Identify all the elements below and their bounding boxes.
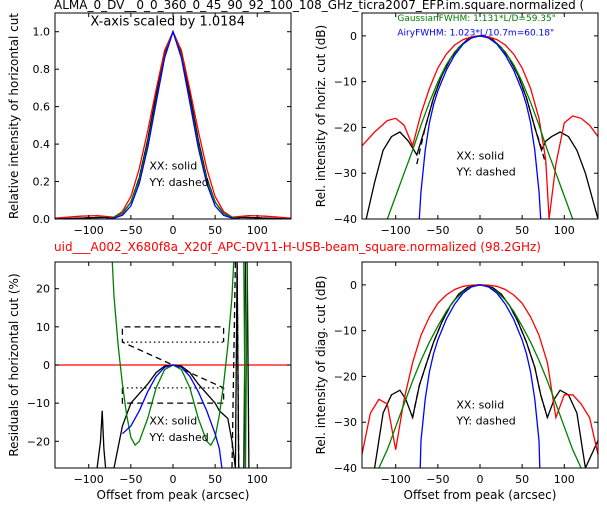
y-axis-label: Rel. intensity of diag. cut (dB) (314, 276, 328, 455)
x-tick-label: −50 (426, 224, 449, 237)
y-tick-label: 20 (36, 283, 50, 296)
y-axis-label: Relative intensity of horizontal cut (7, 13, 21, 219)
x-tick-label: −100 (381, 473, 411, 486)
series-line-1 (55, 29, 291, 219)
y-tick-label: −30 (334, 416, 357, 429)
x-tick-label: −50 (426, 473, 449, 486)
series-line-3 (386, 35, 574, 219)
x-tick-label: −50 (119, 224, 142, 237)
x-tick-label: −50 (119, 473, 142, 486)
y-tick-label: 0.8 (33, 63, 51, 76)
y-axis-label: Rel. intensity of horiz. cut (dB) (314, 25, 328, 207)
y-tick-label: 0 (350, 279, 357, 292)
y-tick-label: 0.6 (33, 101, 51, 114)
x-tick-label: 0 (170, 473, 177, 486)
x-tick-label: 100 (554, 224, 575, 237)
series-line-4 (55, 29, 291, 219)
series-line-3 (121, 326, 225, 404)
annotation: YY: dashed (455, 415, 515, 428)
y-tick-label: 0.4 (33, 138, 51, 151)
x-tick-label: −100 (74, 224, 104, 237)
y-tick-label: −20 (334, 370, 357, 383)
x-tick-label: 100 (247, 224, 268, 237)
series-line-4 (419, 284, 541, 468)
x-tick-label: 0 (477, 473, 484, 486)
series-group (55, 29, 291, 219)
plot-frame (361, 12, 599, 220)
series-group (362, 35, 598, 219)
annotation: XX: solid (456, 149, 504, 162)
x-tick-label: 50 (208, 473, 222, 486)
series-line-0 (55, 29, 291, 219)
series-line-1 (416, 35, 547, 165)
annotation: XX: solid (149, 160, 197, 173)
y-tick-label: −20 (27, 435, 50, 448)
x-tick-label: 0 (477, 224, 484, 237)
y-tick-label: 0.0 (33, 213, 51, 226)
series-line-9 (121, 364, 223, 468)
annotation: YY: dashed (148, 431, 208, 444)
y-tick-label: −10 (334, 325, 357, 338)
y-tick-label: 1.0 (33, 26, 51, 39)
annotation: GaussianFWHM: 1.131*L/D=59.35" (397, 14, 555, 24)
annotation: XX: solid (456, 398, 504, 411)
x-tick-label: 100 (247, 473, 268, 486)
y-tick-label: −20 (334, 121, 357, 134)
panels: −100 −50 0 50 1000.00.20.40.60.81.0Relative … (7, 12, 599, 502)
series-line-8 (243, 262, 248, 468)
y-tick-label: 10 (36, 321, 50, 334)
figure-title-bottom: uid___A002_X680f8a_X20f_APC-DV11-H-USB-b… (54, 240, 541, 254)
x-tick-label: 100 (554, 473, 575, 486)
y-axis-label: Residuals of horizontal cut (%) (7, 273, 21, 456)
series-line-2 (362, 35, 598, 219)
annotation: XX: solid (149, 415, 197, 428)
figure-title-top: ALMA_0_DV__0_0_360_0_45_90_92_100_108_GH… (54, 0, 584, 12)
series-line-4 (418, 35, 542, 219)
series-line-0 (373, 284, 598, 468)
x-axis-label: Offset from peak (arcsec) (97, 488, 250, 502)
y-tick-label: −40 (334, 213, 357, 226)
annotation: AiryFWHM: 1.023*L/10.7m=60.18" (397, 29, 554, 39)
series-line-3 (55, 29, 291, 219)
y-tick-label: 0 (350, 30, 357, 43)
series-line-2 (55, 30, 291, 219)
series-group (362, 284, 598, 468)
annotation: YY: dashed (148, 176, 208, 189)
x-tick-label: −100 (381, 224, 411, 237)
x-tick-label: 50 (515, 473, 529, 486)
annotation: X-axis scaled by 1.0184 (90, 14, 245, 29)
x-tick-label: 50 (208, 224, 222, 237)
y-tick-label: 0 (43, 359, 50, 372)
x-axis-label: Offset from peak (arcsec) (404, 488, 557, 502)
y-tick-label: 0.2 (33, 176, 51, 189)
annotation: YY: dashed (455, 166, 515, 179)
x-tick-label: 0 (170, 224, 177, 237)
x-tick-label: −100 (74, 473, 104, 486)
x-tick-label: 50 (515, 224, 529, 237)
y-tick-label: −40 (334, 462, 357, 475)
y-tick-label: −30 (334, 167, 357, 180)
y-tick-label: −10 (334, 76, 357, 89)
series-line-2 (362, 284, 598, 455)
series-group (55, 262, 291, 468)
y-tick-label: −10 (27, 397, 50, 410)
series-line-1 (411, 284, 549, 418)
chart-panel-top-left: −100 −50 0 50 100 0.0 0.2 0.4 0.6 0.8 1.0 Relative … (7, 12, 292, 237)
